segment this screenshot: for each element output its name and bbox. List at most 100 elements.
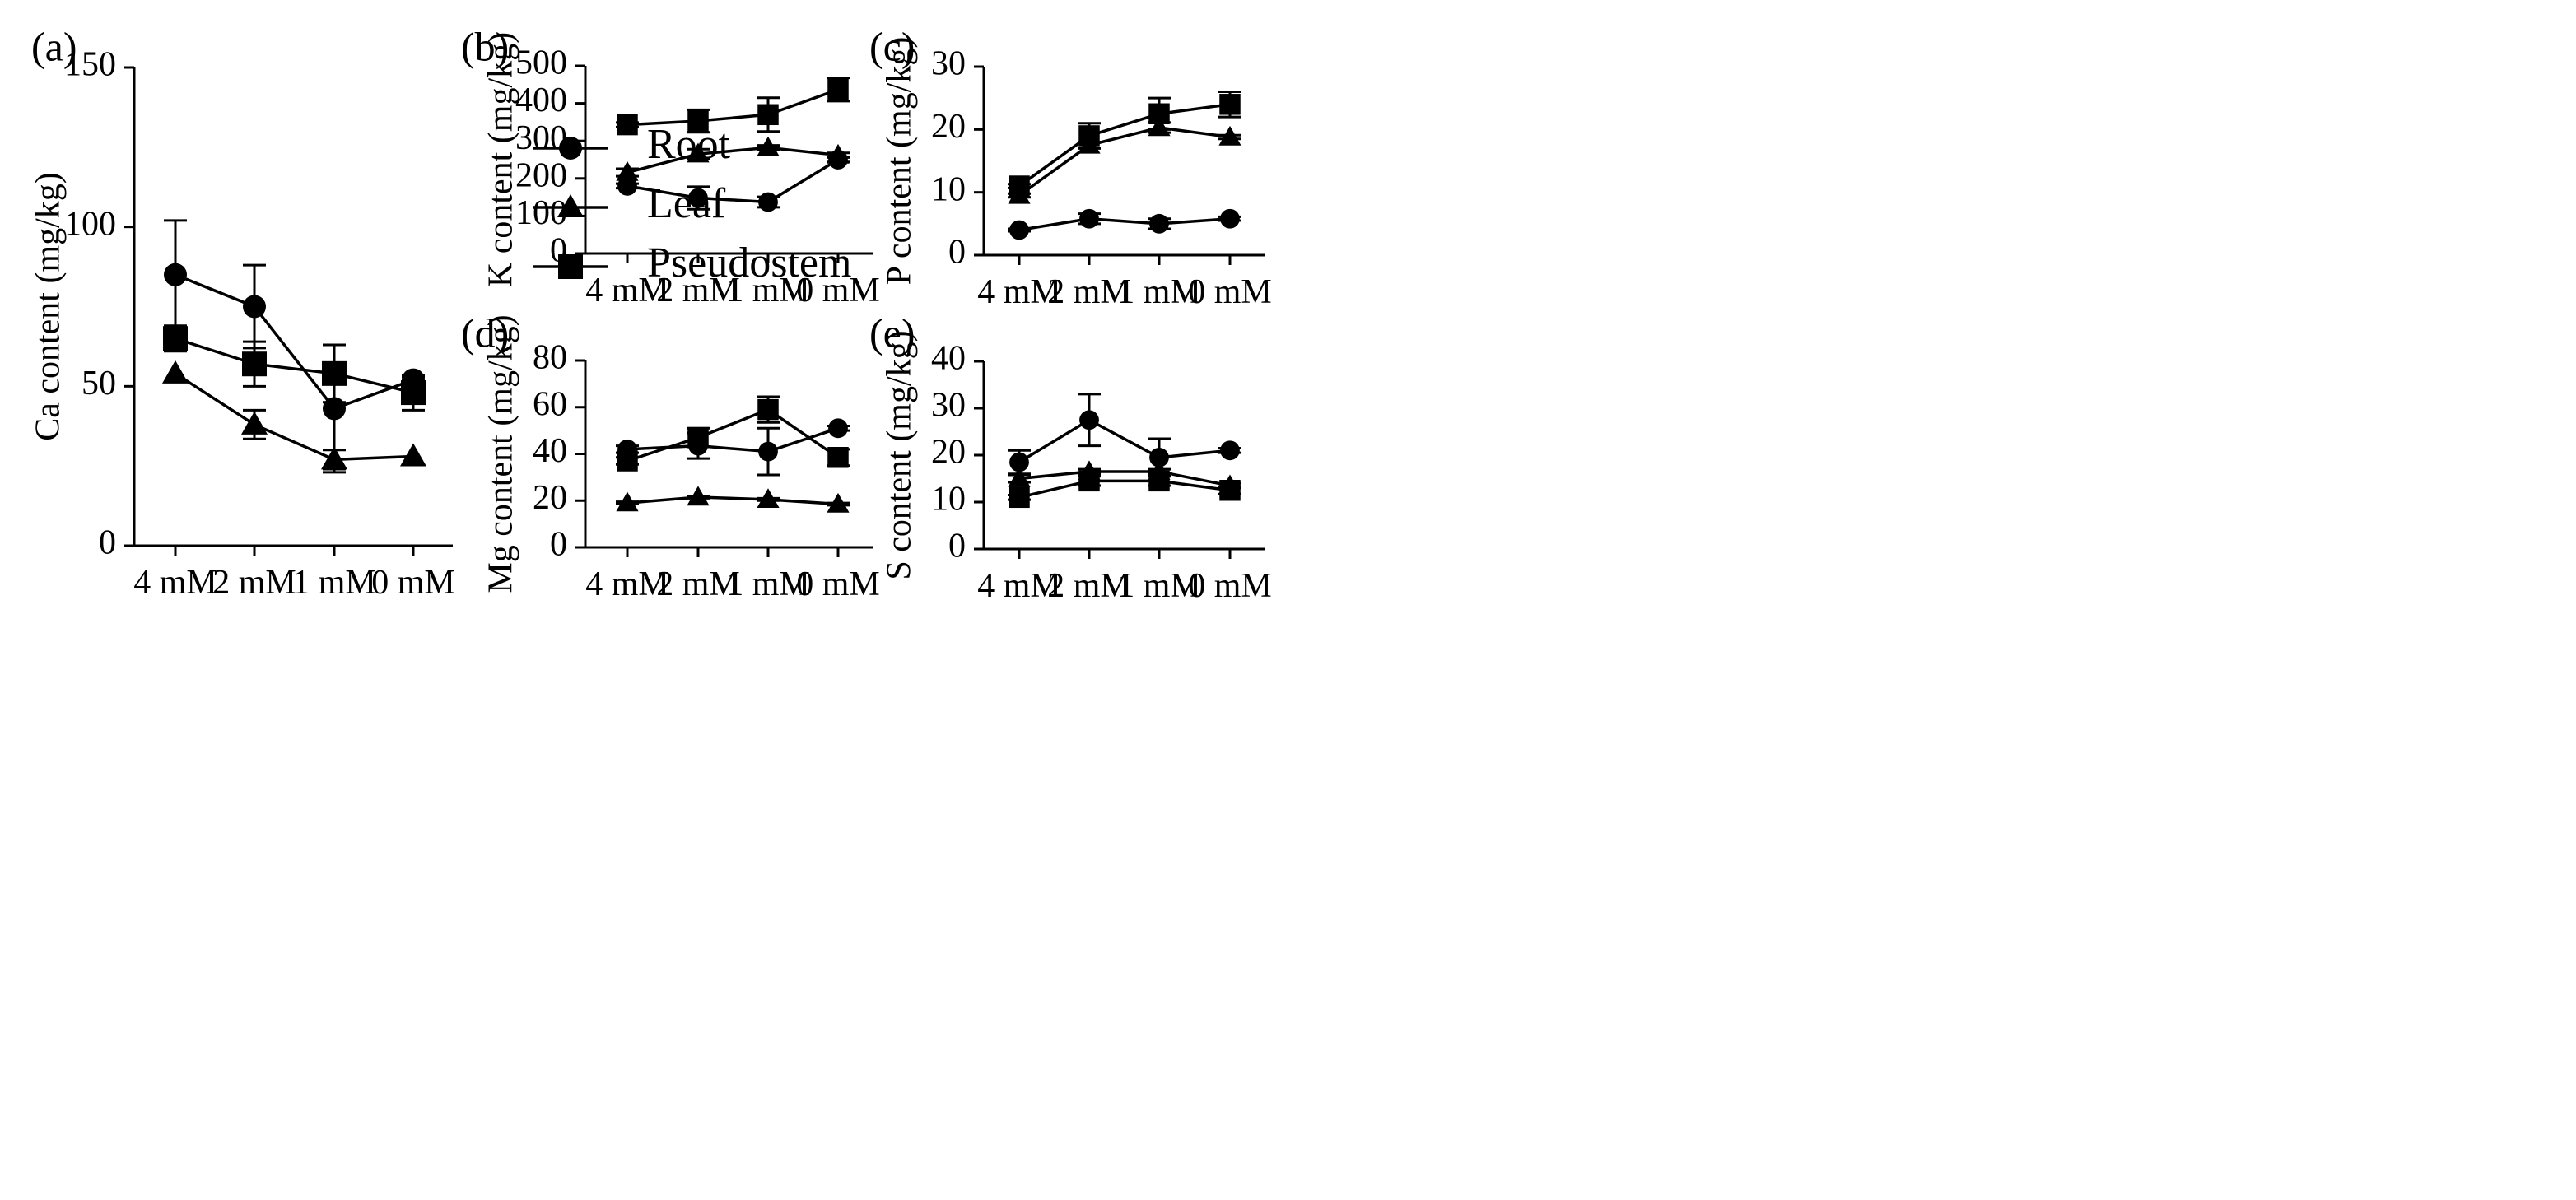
- data-point-root: [1149, 213, 1169, 234]
- y-tick-label: 150: [64, 46, 116, 84]
- y-axis-label: P content (mg/kg): [881, 37, 919, 286]
- y-tick-label: 20: [931, 434, 966, 472]
- x-tick-label: 4 mM: [585, 272, 669, 309]
- y-tick-label: 30: [931, 387, 966, 425]
- series-line-leaf: [1018, 126, 1231, 197]
- legend-item-root: Root: [533, 121, 731, 168]
- series-line-pseudostem: [1018, 103, 1231, 188]
- x-tick-label: 2 mM: [656, 272, 740, 309]
- x-tick-label: 0 mM: [1188, 273, 1272, 311]
- y-tick-label: 30: [931, 45, 966, 83]
- series-root: [1008, 393, 1241, 478]
- x-tick-label: 2 mM: [212, 564, 296, 602]
- series-line-leaf: [627, 495, 839, 506]
- y-tick-label: 0: [948, 528, 966, 565]
- panel-label: (d): [461, 309, 509, 356]
- panel-label: (c): [869, 23, 915, 69]
- panel-label: (b): [461, 23, 509, 69]
- data-point-leaf: [1218, 125, 1241, 146]
- x-tick-label: 0 mM: [371, 564, 455, 602]
- panel-a: (a) Ca content (mg/kg) 0 50 100 150 4 mM2 mM1 …: [30, 23, 455, 602]
- data-point-root: [1149, 447, 1169, 467]
- data-point-root: [1009, 220, 1029, 240]
- x-tick-label: 1 mM: [726, 272, 810, 309]
- data-point-pseudostem: [242, 351, 267, 377]
- y-tick-label: 80: [533, 339, 567, 377]
- y-axis-label: K content (mg/kg): [482, 32, 520, 287]
- data-point-leaf: [616, 160, 639, 181]
- data-point-leaf: [162, 360, 189, 384]
- data-point-root: [1220, 440, 1240, 461]
- data-point-root: [758, 441, 778, 462]
- y-tick-label: 500: [515, 44, 567, 82]
- series-line-pseudostem: [175, 337, 414, 394]
- y-tick-label: 0: [550, 526, 567, 564]
- series-line-root: [1018, 418, 1231, 464]
- series-root: [616, 150, 850, 212]
- data-point-pseudostem: [827, 78, 849, 100]
- data-point-leaf: [687, 142, 710, 163]
- panel-c: (c)P content (mg/kg) 0 10 20 30 4 mM2 mM1 mM0…: [869, 23, 1272, 311]
- data-point-leaf: [616, 491, 639, 512]
- x-tick-label: 0 mM: [796, 565, 880, 603]
- series-root: [1008, 208, 1241, 240]
- legend-item-leaf: Leaf: [533, 180, 726, 227]
- data-point-leaf: [757, 136, 780, 156]
- data-point-leaf: [321, 446, 347, 470]
- x-tick-label: 1 mM: [1117, 273, 1201, 311]
- series-pseudostem: [1008, 470, 1241, 509]
- y-axis-label: S content (mg/kg): [881, 330, 919, 579]
- data-point-leaf: [400, 443, 426, 467]
- y-tick-label: 10: [931, 170, 966, 208]
- series-line-leaf: [175, 372, 414, 462]
- series-root: [616, 418, 850, 477]
- data-point-pseudostem: [1078, 125, 1100, 147]
- x-tick-label: 0 mM: [1188, 567, 1272, 605]
- series-leaf: [616, 486, 850, 513]
- legend-label: Pseudostem: [647, 240, 851, 286]
- y-tick-label: 50: [82, 365, 116, 402]
- data-point-root: [164, 263, 187, 286]
- series-pseudostem: [616, 77, 850, 136]
- data-point-root: [758, 192, 778, 212]
- data-point-leaf: [757, 488, 780, 509]
- data-point-pseudostem: [1219, 480, 1241, 501]
- legend-label: Leaf: [647, 180, 726, 227]
- data-point-leaf: [687, 486, 710, 506]
- data-point-leaf: [1008, 467, 1031, 487]
- series-line-leaf: [1018, 470, 1231, 487]
- data-point-root: [617, 176, 637, 196]
- y-tick-label: 60: [533, 385, 567, 423]
- data-point-pseudostem: [617, 114, 638, 136]
- data-point-leaf: [827, 143, 850, 164]
- series-leaf: [1008, 460, 1241, 495]
- data-point-pseudostem: [163, 326, 188, 351]
- legend-marker-root: [559, 137, 582, 160]
- series-leaf: [162, 360, 426, 471]
- data-point-pseudostem: [617, 450, 638, 472]
- data-point-pseudostem: [757, 104, 779, 126]
- data-point-root: [1079, 410, 1099, 430]
- data-point-pseudostem: [1148, 103, 1170, 124]
- x-tick-label: 2 mM: [1047, 567, 1131, 605]
- y-tick-label: 300: [515, 119, 567, 157]
- series-line-pseudostem: [627, 88, 839, 127]
- y-tick-label: 10: [931, 481, 966, 519]
- legend: Root Leaf Pseudostem: [533, 121, 851, 286]
- x-tick-label: 2 mM: [1047, 273, 1131, 311]
- series-line-root: [1018, 216, 1231, 232]
- data-point-pseudostem: [1009, 175, 1030, 197]
- data-point-leaf: [827, 492, 850, 513]
- y-tick-label: 20: [931, 108, 966, 146]
- y-tick-label: 400: [515, 81, 567, 119]
- x-tick-label: 4 mM: [585, 565, 669, 603]
- series-pseudostem: [163, 324, 426, 412]
- x-tick-label: 1 mM: [1117, 567, 1201, 605]
- series-line-root: [627, 426, 839, 453]
- data-point-pseudostem: [322, 360, 347, 386]
- panel-label: (a): [31, 23, 77, 69]
- y-tick-label: 100: [64, 205, 116, 243]
- series-line-pseudostem: [1018, 479, 1231, 500]
